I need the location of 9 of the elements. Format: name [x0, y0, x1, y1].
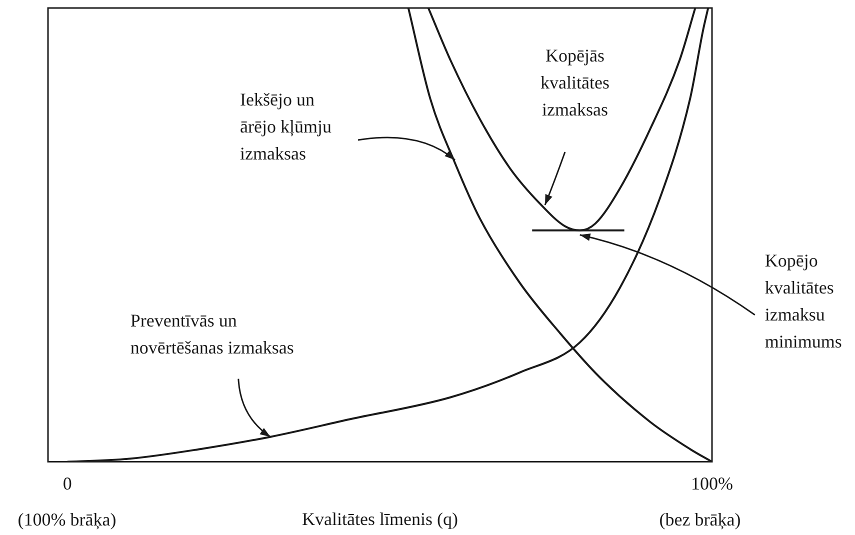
annotation: Kopējās kvalitātes izmaksas: [540, 46, 610, 120]
annotation: Preventīvās un novērtēšanas izmaksas: [130, 310, 294, 358]
x-tick-label: 100%: [691, 473, 733, 494]
text: (bez brāķa): [659, 510, 741, 530]
annotation: Iekšējo un ārējo kļūmju izmaksas: [240, 90, 332, 164]
x-tick-label: 0: [62, 473, 72, 494]
text: (100% brāķa): [18, 510, 116, 530]
annotation: Kopējo kvalitātes izmaksu minimums: [764, 250, 842, 352]
x-axis-title: Kvalitātes līmenis (q): [302, 508, 458, 529]
